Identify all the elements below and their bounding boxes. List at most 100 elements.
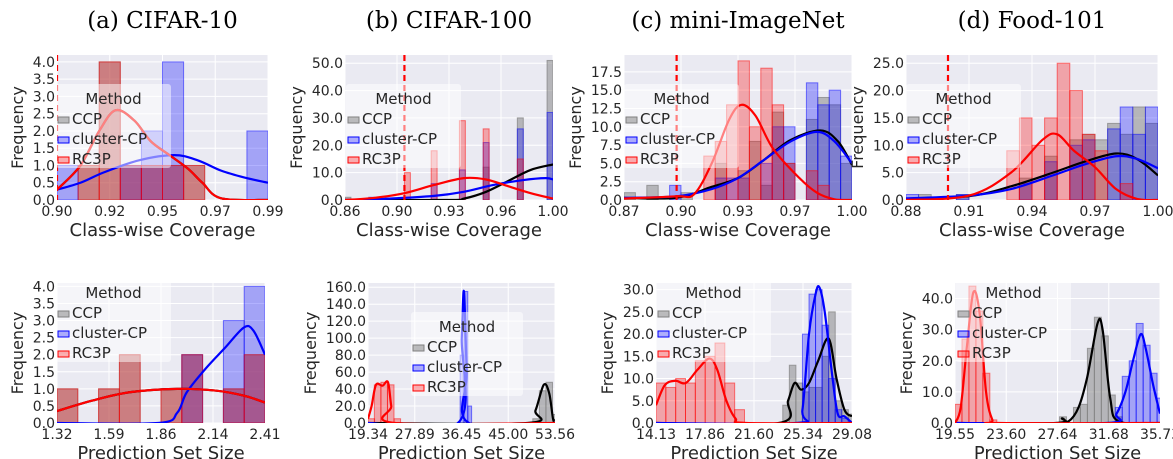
subplot-3: 0.88 0.91 0.94 0.97 1.00 0.0 5.0 10.0 15.0 20.0 25… xyxy=(848,8,1173,241)
histogram-bar-RC3P xyxy=(183,164,206,200)
x-tick-label: 31.68 xyxy=(1089,427,1129,443)
legend-swatch-cluster-CP xyxy=(657,330,670,338)
legend-swatch-RC3P xyxy=(625,156,638,164)
x-tick-label: 27.64 xyxy=(1037,427,1077,443)
legend-label: cluster-CP xyxy=(72,130,147,148)
legend-label: CCP xyxy=(640,110,670,128)
y-tick-label: 0.0 xyxy=(882,193,904,209)
histogram-bar-RC3P xyxy=(57,388,79,423)
x-tick-label: 0.95 xyxy=(147,204,178,220)
legend-swatch-CCP xyxy=(907,116,920,124)
x-tick-label: 2.41 xyxy=(249,427,280,443)
x-tick-label: 1.00 xyxy=(1142,204,1173,220)
histogram-bar-CCP xyxy=(545,381,553,423)
histogram-bar-RC3P xyxy=(1069,90,1083,200)
y-tick-label: 2.0 xyxy=(33,348,55,364)
x-tick-label: 0.90 xyxy=(665,204,696,220)
plot-area xyxy=(57,285,265,423)
x-axis-label: Class-wise Coverage xyxy=(356,220,542,241)
y-tick-label: 3.0 xyxy=(33,89,55,105)
histogram-bar-RC3P xyxy=(482,128,490,200)
legend-swatch-cluster-CP xyxy=(57,136,70,144)
y-tick-label: 50.0 xyxy=(312,56,343,72)
kde-curve-CCP xyxy=(955,317,1160,423)
histogram-bar-cluster-CP xyxy=(467,405,473,423)
legend-frame xyxy=(906,84,1021,168)
legend-title: Method xyxy=(375,90,431,108)
histogram-bar-RC3P xyxy=(684,382,696,423)
legend-frame xyxy=(956,278,1071,362)
y-tick-label: 17.5 xyxy=(591,65,622,81)
x-tick-label: 0.93 xyxy=(433,204,464,220)
y-tick-label: 5.0 xyxy=(632,394,654,410)
legend: Method CCP cluster-CP RC3P xyxy=(906,84,1021,168)
y-tick-label: 140.0 xyxy=(326,297,366,313)
y-tick-label: 3.5 xyxy=(33,296,55,312)
legend-label: CCP xyxy=(72,110,102,128)
x-tick-label: 1.86 xyxy=(145,427,176,443)
y-tick-label: 0.5 xyxy=(33,399,55,415)
legend-swatch-CCP xyxy=(625,116,638,124)
y-tick-label: 0.0 xyxy=(632,416,654,432)
histogram-bar-RC3P xyxy=(1044,117,1058,200)
y-tick-label: 0.0 xyxy=(321,193,343,209)
y-tick-label: 3.0 xyxy=(33,314,55,330)
y-tick-label: 2.0 xyxy=(33,124,55,140)
legend-label: CCP xyxy=(672,304,702,322)
legend-swatch-RC3P xyxy=(57,350,70,358)
histogram-bar-RC3P xyxy=(675,378,686,423)
x-tick-label: 27.89 xyxy=(395,427,435,443)
legend: Method CCP cluster-CP RC3P xyxy=(656,278,771,362)
x-tick-label: 1.59 xyxy=(93,427,124,443)
x-tick-label: 0.87 xyxy=(608,204,639,220)
kde-curve-RC3P xyxy=(906,132,1158,200)
legend-label: RC3P xyxy=(922,150,961,168)
y-tick-label: 7.5 xyxy=(600,138,622,154)
histogram-bar-cluster-CP xyxy=(1132,133,1146,200)
kde-curve-cluster-CP xyxy=(656,285,852,423)
legend-label: cluster-CP xyxy=(72,324,147,342)
y-tick-label: 10.0 xyxy=(312,166,343,182)
x-tick-label: 45.00 xyxy=(488,427,528,443)
y-tick-label: 20.0 xyxy=(623,327,654,343)
x-tick-label: 0.86 xyxy=(329,204,360,220)
legend-swatch-cluster-CP xyxy=(57,330,70,338)
kde-curve-cluster-CP xyxy=(368,289,555,423)
x-tick-label: 0.92 xyxy=(94,204,125,220)
subplot-title: (b) CIFAR-100 xyxy=(366,8,532,34)
histogram-bar-RC3P xyxy=(665,386,677,423)
histogram-bar-RC3P xyxy=(119,164,142,200)
y-axis-label: Frequency xyxy=(8,312,27,395)
y-tick-label: 0.0 xyxy=(344,416,366,432)
x-tick-label: 0.97 xyxy=(200,204,231,220)
y-tick-label: 160.0 xyxy=(326,280,366,296)
y-tick-label: 40.0 xyxy=(312,84,343,100)
y-tick-label: 25.0 xyxy=(873,56,904,72)
x-axis-label: Class-wise Coverage xyxy=(645,220,831,241)
y-tick-label: 100.0 xyxy=(326,331,366,347)
kde-curve-RC3P xyxy=(624,103,852,200)
legend-label: CCP xyxy=(362,110,392,128)
x-tick-label: 25.34 xyxy=(783,427,823,443)
legend-frame xyxy=(56,84,171,168)
x-tick-label: 0.94 xyxy=(1016,204,1047,220)
y-axis-label: Frequency xyxy=(897,312,916,395)
x-tick-label: 36.45 xyxy=(441,427,481,443)
histogram-bar-RC3P xyxy=(704,355,716,423)
legend-swatch-CCP xyxy=(57,310,70,318)
kde-curve-RC3P xyxy=(57,387,265,413)
legend-frame xyxy=(411,312,523,396)
subplot-5: 19.34 27.89 36.45 45.00 53.56 0.020.040.060.0… xyxy=(301,280,575,459)
legend-label: RC3P xyxy=(72,150,111,168)
x-tick-label: 23.60 xyxy=(986,427,1026,443)
legend-swatch-RC3P xyxy=(347,156,360,164)
legend-title: Method xyxy=(85,90,141,108)
y-tick-label: 20.0 xyxy=(312,138,343,154)
legend-swatch-RC3P xyxy=(957,350,970,358)
y-axis-label: Frequency xyxy=(848,86,867,169)
y-tick-label: 4.0 xyxy=(33,55,55,71)
histogram-bar-cluster-CP xyxy=(1144,106,1158,200)
subplot-title: (d) Food-101 xyxy=(958,8,1107,34)
legend-label: RC3P xyxy=(640,150,679,168)
y-tick-label: 3.5 xyxy=(33,72,55,88)
